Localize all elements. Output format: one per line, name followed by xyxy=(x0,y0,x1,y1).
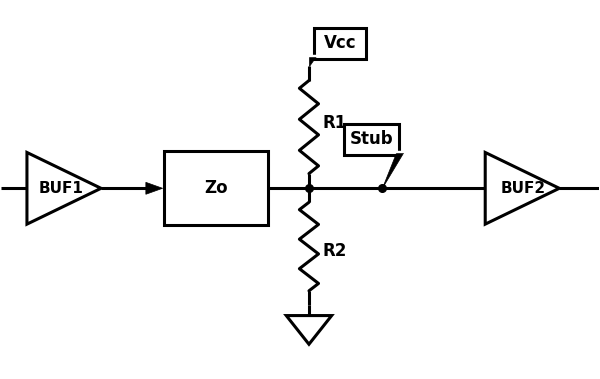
Text: Stub: Stub xyxy=(350,130,394,148)
Polygon shape xyxy=(382,152,404,188)
Text: Zo: Zo xyxy=(204,179,228,197)
Text: BUF1: BUF1 xyxy=(38,181,83,196)
Text: BUF2: BUF2 xyxy=(501,181,546,196)
Text: R1: R1 xyxy=(322,114,346,132)
Polygon shape xyxy=(309,56,316,66)
FancyBboxPatch shape xyxy=(314,28,367,59)
Polygon shape xyxy=(146,182,163,194)
FancyBboxPatch shape xyxy=(164,151,268,226)
Text: Vcc: Vcc xyxy=(324,34,356,52)
FancyBboxPatch shape xyxy=(344,124,399,155)
Text: R2: R2 xyxy=(322,242,346,260)
